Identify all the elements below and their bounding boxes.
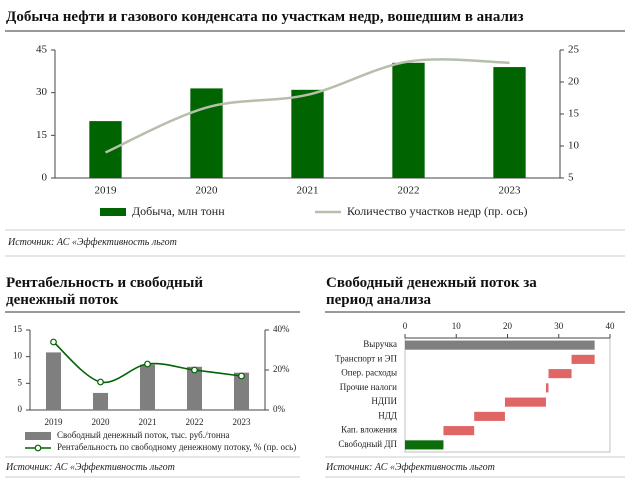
source: Источник: АС «Эффективность льгот bbox=[8, 237, 177, 248]
point bbox=[50, 338, 57, 346]
y-tick-label: 0 bbox=[42, 172, 48, 184]
chart-title: Свободный денежный поток за период анали… bbox=[326, 275, 537, 308]
y2-tick-label: 15 bbox=[568, 108, 580, 120]
y2-tick-label: 20% bbox=[273, 364, 290, 374]
x-tick-label: 2020 bbox=[92, 417, 111, 427]
point bbox=[238, 372, 245, 380]
category-label: Свободный ДП bbox=[338, 439, 397, 449]
bar bbox=[92, 392, 109, 410]
y2-tick-label: 10 bbox=[568, 140, 580, 152]
x-tick-label: 2019 bbox=[95, 185, 118, 197]
bar bbox=[548, 369, 572, 379]
y-tick-label: 0 bbox=[18, 404, 23, 414]
bar bbox=[233, 372, 250, 410]
y-tick-label: 45 bbox=[36, 44, 48, 56]
bar bbox=[139, 364, 156, 410]
x-tick-label: 2021 bbox=[297, 185, 319, 197]
x-tick-label: 2022 bbox=[186, 417, 204, 427]
x-tick-label: 30 bbox=[554, 321, 564, 331]
bar bbox=[392, 62, 425, 178]
y-tick-label: 10 bbox=[13, 351, 23, 361]
y-tick-label: 5 bbox=[18, 377, 23, 387]
bar bbox=[443, 426, 475, 436]
y-tick-label: 30 bbox=[36, 86, 48, 98]
y2-tick-label: 0% bbox=[273, 404, 286, 414]
point bbox=[144, 360, 151, 368]
bar bbox=[186, 366, 203, 410]
category-label: Прочие налоги bbox=[340, 382, 397, 392]
legend-swatch bbox=[100, 208, 126, 216]
chart-title: Добыча нефти и газового конденсата по уч… bbox=[6, 9, 524, 25]
category-label: Транспорт и ЭП bbox=[335, 353, 397, 363]
y-tick-label: 15 bbox=[36, 129, 48, 141]
chart-title: Рентабельность и свободный денежный пото… bbox=[6, 275, 203, 308]
bar bbox=[493, 67, 526, 178]
source: Источник: АС «Эффективность льгот bbox=[6, 462, 175, 473]
category-label: НДПИ bbox=[371, 396, 397, 406]
x-tick-label: 0 bbox=[403, 321, 408, 331]
bar bbox=[474, 411, 505, 421]
y2-tick-label: 5 bbox=[568, 172, 574, 184]
bar bbox=[405, 340, 595, 350]
bar bbox=[504, 397, 546, 407]
x-tick-label: 2023 bbox=[499, 185, 522, 197]
legend-swatch bbox=[25, 432, 51, 440]
x-tick-label: 2022 bbox=[398, 185, 420, 197]
y2-tick-label: 20 bbox=[568, 76, 580, 88]
category-label: Опер. расходы bbox=[341, 368, 397, 378]
bar bbox=[291, 89, 324, 178]
x-tick-label: 2023 bbox=[233, 417, 252, 427]
bar bbox=[190, 88, 223, 178]
point bbox=[191, 366, 198, 374]
category-label: НДД bbox=[378, 410, 397, 420]
bar bbox=[405, 440, 444, 450]
bar bbox=[571, 354, 595, 364]
x-tick-label: 20 bbox=[503, 321, 513, 331]
x-tick-label: 2019 bbox=[45, 417, 64, 427]
legend-marker bbox=[34, 444, 42, 452]
x-tick-label: 2020 bbox=[196, 185, 219, 197]
bar bbox=[45, 352, 62, 410]
y-tick-label: 15 bbox=[13, 324, 23, 334]
bar bbox=[545, 383, 549, 393]
legend-label: Рентабельность по свободному денежному п… bbox=[57, 442, 296, 452]
y2-tick-label: 40% bbox=[273, 324, 290, 334]
line bbox=[104, 58, 510, 154]
category-label: Кап. вложения bbox=[341, 425, 397, 435]
point bbox=[97, 378, 104, 386]
legend-label: Свободный денежный поток, тыс. руб./тонн… bbox=[57, 430, 229, 440]
bar bbox=[89, 121, 122, 178]
x-tick-label: 10 bbox=[452, 321, 462, 331]
legend-label: Количество участков недр (пр. ось) bbox=[347, 204, 528, 218]
x-tick-label: 2021 bbox=[139, 417, 157, 427]
source: Источник: АС «Эффективность льгот bbox=[326, 462, 495, 473]
x-tick-label: 40 bbox=[606, 321, 616, 331]
legend-label: Добыча, млн тонн bbox=[132, 204, 225, 218]
category-label: Выручка bbox=[363, 339, 397, 349]
y2-tick-label: 25 bbox=[568, 44, 580, 56]
